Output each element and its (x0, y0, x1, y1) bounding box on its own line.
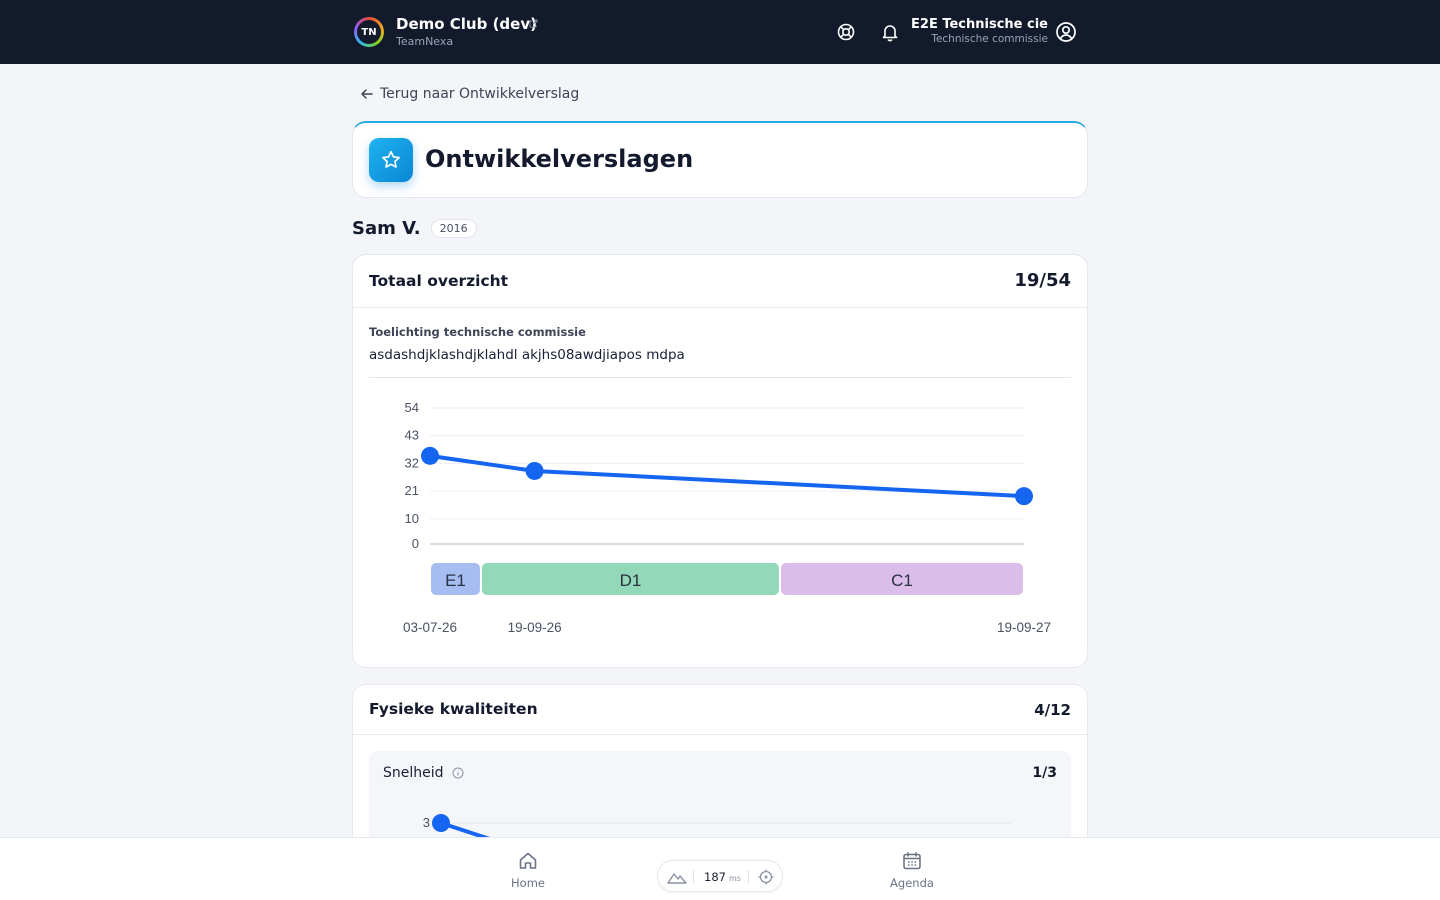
nav-home[interactable]: Home (488, 850, 568, 890)
bell-icon[interactable] (880, 22, 900, 42)
overview-title: Totaal overzicht (369, 272, 509, 290)
speed-title: Snelheid (383, 765, 444, 781)
perf-divider (748, 870, 749, 884)
top-bar: TN Demo Club (dev) TeamNexa E2E Technisc… (0, 0, 1440, 64)
physical-header: Fysieke kwaliteiten 4/12 (353, 685, 1087, 735)
physical-title: Fysieke kwaliteiten (369, 700, 538, 718)
phase-band (431, 563, 480, 595)
perf-divider (693, 870, 694, 884)
data-point (432, 814, 450, 832)
user-name: E2E Technische cie (911, 17, 1048, 32)
y-tick-label: 43 (405, 428, 419, 443)
latency-unit: ms (728, 874, 741, 883)
user-menu[interactable]: E2E Technische cie Technische commissie (900, 17, 1048, 45)
external-link-icon[interactable] (528, 19, 538, 29)
y-tick-label: 10 (405, 511, 419, 526)
y-tick-label: 21 (405, 483, 419, 498)
divider (369, 377, 1071, 378)
user-circle-icon[interactable] (1055, 21, 1077, 43)
speed-score: 1/3 (1032, 765, 1057, 781)
phase-band-label: C1 (891, 571, 913, 590)
data-point (1015, 487, 1033, 506)
phase-band (780, 563, 1023, 595)
y-tick-label: 0 (412, 536, 419, 551)
bottom-nav: Home 187 ms Agenda (0, 837, 1440, 900)
user-role: Technische commissie (931, 33, 1048, 45)
note-text: asdashdjklashdjklahdl akjhs08awdjiapos m… (369, 347, 685, 363)
latency-readout: 187 ms (704, 870, 741, 884)
phase-band (481, 563, 779, 595)
player-year-badge: 2016 (430, 218, 477, 238)
overview-line-chart: 0 10 21 32 43 54 E1 D1 C1 03-07-26 19-09-26 19-09-2… (403, 400, 1051, 635)
player-name: Sam V. (352, 217, 421, 239)
note-label: Toelichting technische commissie (369, 325, 586, 339)
physical-score: 4/12 (1034, 701, 1071, 719)
nav-agenda[interactable]: Agenda (872, 850, 952, 890)
help-icon[interactable] (836, 22, 856, 42)
club-logo-text: TN (357, 20, 381, 44)
y-tick-label: 3 (423, 815, 430, 830)
phase-band-label: D1 (620, 571, 642, 590)
mountain-icon[interactable] (667, 869, 687, 885)
arrow-left-icon (361, 89, 373, 99)
overview-card: Totaal overzicht 19/54 Toelichting techn… (352, 254, 1088, 668)
x-tick-label: 03-07-26 (403, 620, 457, 635)
x-tick-label: 19-09-26 (508, 620, 562, 635)
club-name[interactable]: Demo Club (dev) (396, 15, 537, 33)
club-logo[interactable]: TN (354, 17, 384, 47)
nav-home-label: Home (511, 876, 545, 890)
speed-title-row: Snelheid (383, 765, 464, 781)
overview-score: 19/54 (1014, 270, 1071, 291)
y-tick-label: 54 (405, 400, 419, 415)
latency-value: 187 (704, 870, 726, 884)
info-icon[interactable] (452, 767, 464, 779)
series-line (429, 453, 1025, 499)
back-link-label: Terug naar Ontwikkelverslag (380, 86, 580, 102)
page-header-card: Ontwikkelverslagen (352, 121, 1088, 198)
data-point (421, 446, 439, 465)
org-name: TeamNexa (396, 35, 454, 48)
back-link[interactable]: Terug naar Ontwikkelverslag (360, 84, 579, 104)
player-heading: Sam V. 2016 (352, 216, 477, 240)
calendar-icon (903, 852, 921, 870)
nav-agenda-label: Agenda (890, 876, 934, 890)
phase-band-label: E1 (445, 571, 466, 590)
crosshair-icon[interactable] (758, 869, 774, 885)
perf-widget: 187 ms (657, 860, 783, 892)
home-icon (519, 852, 537, 869)
overview-header: Totaal overzicht 19/54 (353, 255, 1087, 308)
y-tick-label: 32 (405, 455, 419, 470)
page-title: Ontwikkelverslagen (425, 145, 694, 173)
data-point (525, 461, 544, 480)
star-icon (369, 138, 413, 182)
x-tick-label: 19-09-27 (997, 620, 1051, 635)
